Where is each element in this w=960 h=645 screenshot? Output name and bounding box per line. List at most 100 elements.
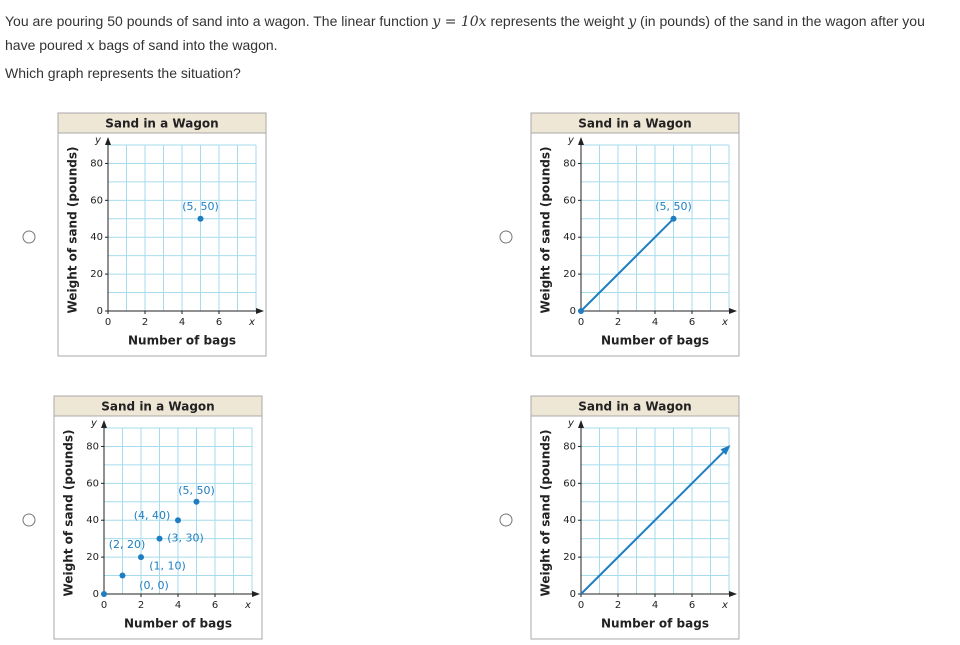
x-tick-label: 2	[615, 600, 621, 611]
y-axis-label: Weight of sand (pounds)	[62, 430, 76, 597]
x-tick-label: 6	[216, 317, 222, 328]
x-axis-label: Number of bags	[601, 617, 709, 631]
prompt: Which graph represents the situation?	[5, 65, 241, 81]
panel	[530, 395, 740, 640]
y-tick-label: 40	[563, 232, 576, 243]
x-tick-label: 6	[212, 600, 218, 611]
point-label: (5, 50)	[178, 484, 215, 497]
axis-letter: y	[567, 418, 575, 429]
title-bar	[57, 112, 267, 134]
x-tick-label: 0	[578, 317, 584, 328]
y-tick-label: 80	[90, 158, 103, 169]
axis-letter: y	[94, 135, 102, 146]
question-text: represents the weight	[486, 13, 629, 29]
title-bar	[53, 395, 263, 417]
axis-letter: x	[721, 600, 728, 611]
point-label: (2, 20)	[109, 538, 146, 551]
title-bar	[530, 395, 740, 417]
question-text: You are pouring 50 pounds of sand into a…	[5, 13, 433, 29]
math: y = 10x	[432, 14, 487, 30]
point	[578, 308, 584, 314]
question-text: bags of sand into the wagon.	[94, 37, 278, 53]
panel	[53, 395, 263, 640]
axis-letter: y	[567, 135, 575, 146]
line	[580, 445, 730, 595]
radio-option[interactable]	[499, 230, 513, 244]
y-tick-label: 80	[563, 441, 576, 452]
point-label: (5, 50)	[655, 200, 692, 213]
y-tick-label: 20	[90, 269, 103, 280]
y-tick-label: 20	[563, 269, 576, 280]
x-axis-label: Number of bags	[601, 334, 709, 348]
x-axis-label: Number of bags	[128, 334, 236, 348]
x-tick-label: 6	[689, 600, 695, 611]
x-tick-label: 4	[179, 317, 185, 328]
panel	[530, 112, 740, 357]
math: x	[86, 38, 95, 54]
y-tick-label: 0	[97, 306, 103, 317]
y-tick-label: 0	[93, 589, 99, 600]
radio-option[interactable]	[499, 513, 513, 527]
point	[197, 215, 204, 222]
line-arrow	[720, 445, 731, 455]
axis-arrow	[578, 420, 584, 428]
y-tick-label: 0	[570, 306, 576, 317]
line	[580, 218, 675, 312]
point	[670, 215, 677, 222]
radio-option[interactable]	[22, 230, 36, 244]
axis-arrow	[578, 137, 584, 145]
chart-title: Sand in a Wagon	[105, 117, 218, 131]
x-tick-label: 6	[689, 317, 695, 328]
y-axis-label: Weight of sand (pounds)	[539, 430, 553, 597]
axis-arrow	[729, 591, 737, 597]
point	[175, 517, 181, 524]
question-text: (in pounds) of the sand in the wagon aft…	[5, 13, 925, 53]
x-tick-label: 4	[652, 317, 658, 328]
y-tick-label: 20	[86, 552, 99, 563]
title-bar	[530, 112, 740, 134]
axis-letter: x	[248, 317, 255, 328]
point-label: (5, 50)	[182, 200, 219, 213]
y-tick-label: 40	[563, 515, 576, 526]
y-tick-label: 80	[86, 441, 99, 452]
point	[193, 498, 200, 505]
x-tick-label: 2	[138, 600, 144, 611]
point	[138, 554, 144, 561]
chart-title: Sand in a Wagon	[578, 400, 691, 414]
x-tick-label: 2	[615, 317, 621, 328]
point-label: (1, 10)	[149, 560, 186, 573]
axis-letter: x	[721, 317, 728, 328]
x-tick-label: 2	[142, 317, 148, 328]
chart-title: Sand in a Wagon	[101, 400, 214, 414]
x-tick-label: 0	[105, 317, 111, 328]
y-tick-label: 0	[570, 589, 576, 600]
radio-option[interactable]	[22, 513, 36, 527]
axis-arrow	[105, 137, 111, 145]
panel	[57, 112, 267, 357]
x-tick-label: 4	[175, 600, 181, 611]
y-tick-label: 40	[90, 232, 103, 243]
axis-arrow	[256, 308, 264, 314]
y-axis-label: Weight of sand (pounds)	[539, 147, 553, 314]
y-tick-label: 60	[90, 195, 103, 206]
y-axis-label: Weight of sand (pounds)	[66, 147, 80, 314]
y-tick-label: 20	[563, 552, 576, 563]
x-tick-label: 0	[101, 600, 107, 611]
y-tick-label: 40	[86, 515, 99, 526]
axis-arrow	[729, 308, 737, 314]
axis-letter: y	[90, 418, 98, 429]
x-tick-label: 4	[652, 600, 658, 611]
point-label: (4, 40)	[134, 509, 171, 522]
point-label: (3, 30)	[167, 532, 204, 545]
question: You are pouring 50 pounds of sand into a…	[5, 10, 955, 58]
axis-arrow	[252, 591, 260, 597]
x-axis-label: Number of bags	[124, 617, 232, 631]
point	[119, 572, 126, 579]
math: y	[628, 14, 637, 30]
axis-letter: x	[244, 600, 251, 611]
y-tick-label: 60	[563, 478, 576, 489]
y-tick-label: 60	[563, 195, 576, 206]
point	[101, 591, 107, 597]
